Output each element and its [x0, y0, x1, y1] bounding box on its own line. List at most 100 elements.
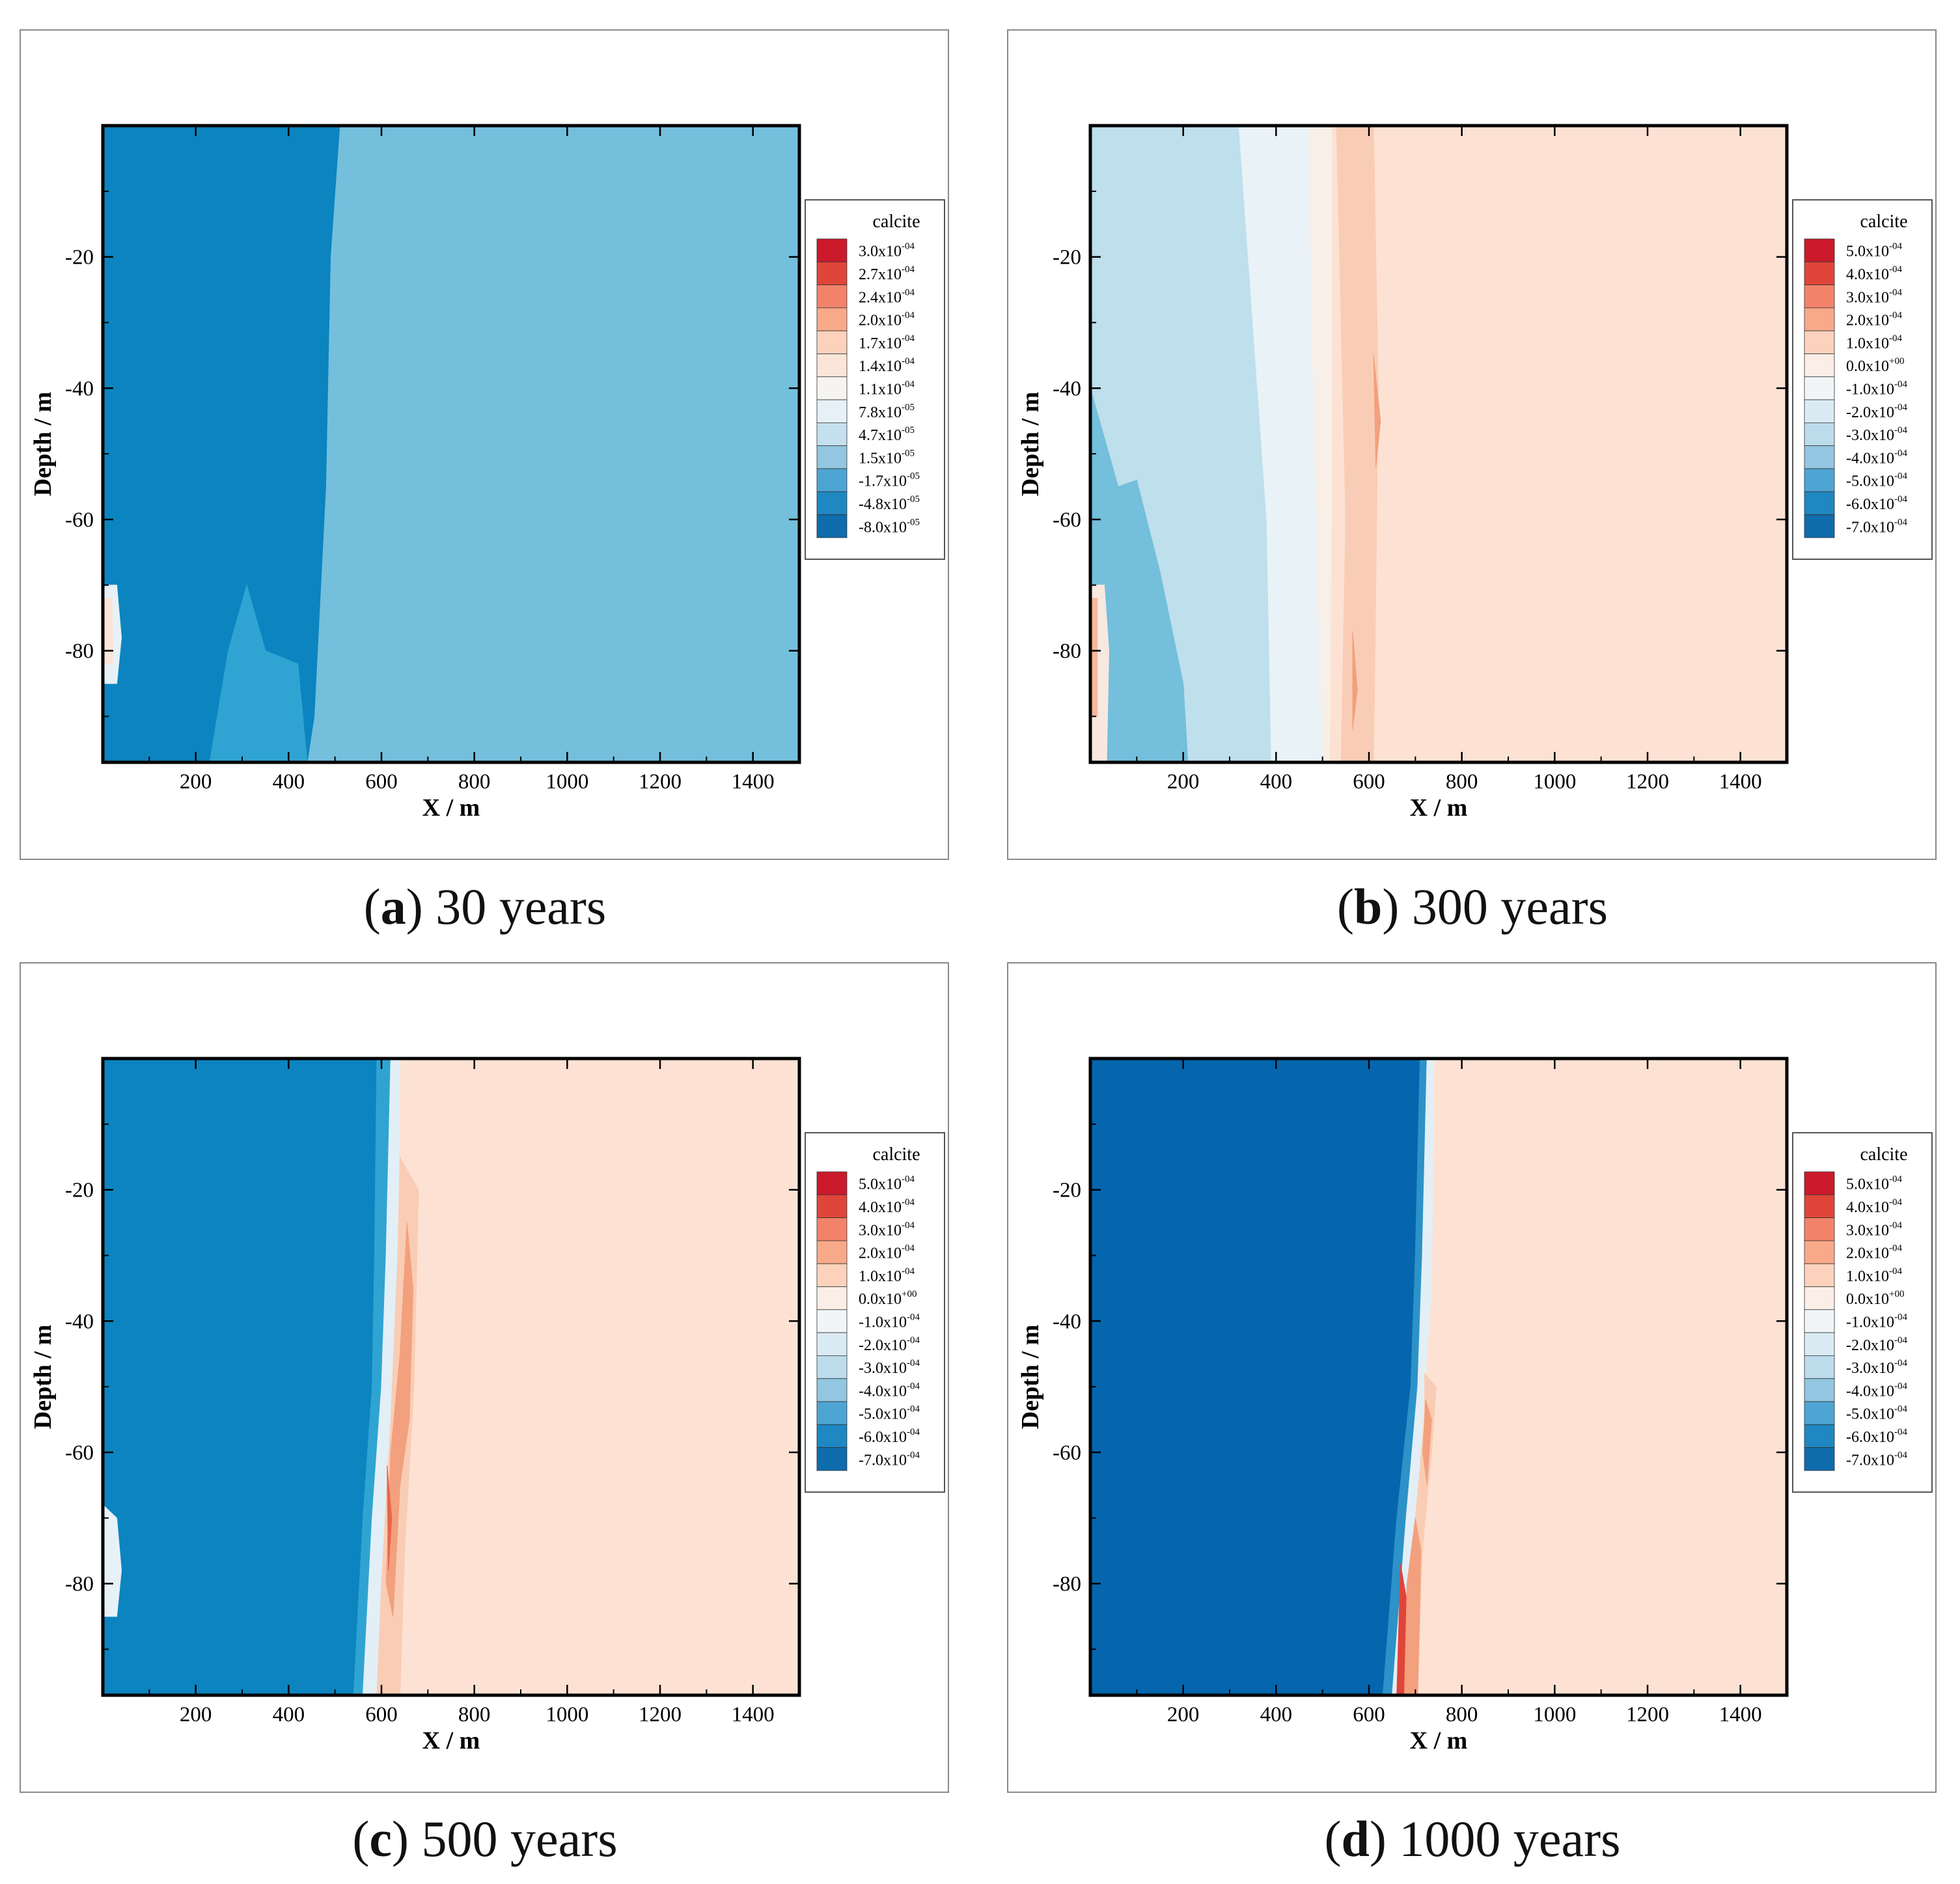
- panel-a-y-tick-label: -40: [65, 377, 94, 400]
- panel-c-legend-label: -1.0x10-04: [859, 1312, 920, 1331]
- panel-b-legend-swatch: [1804, 445, 1835, 469]
- panel-b-legend-label: 0.0x10+00: [1846, 356, 1904, 375]
- panel-c-legend-label: -7.0x10-04: [859, 1450, 920, 1469]
- panel-d-x-axis-label: X / m: [1410, 1727, 1468, 1754]
- panel-c-legend-label: -5.0x10-04: [859, 1404, 920, 1423]
- panel-d-legend-swatch: [1804, 1286, 1835, 1310]
- panel-a-x-tick-label: 600: [365, 770, 398, 794]
- panel-d-x-tick-label: 200: [1167, 1703, 1200, 1726]
- panel-a-x-tick-label: 1000: [545, 770, 588, 794]
- panel-b-legend-swatch: [1804, 353, 1835, 378]
- panel-b-legend-swatch: [1804, 514, 1835, 538]
- panel-a-legend-swatch: [816, 261, 848, 285]
- panel-d-legend-label: 5.0x10-04: [1846, 1174, 1902, 1193]
- panel-b-legend-swatch: [1804, 307, 1835, 331]
- panel-b-x-tick-label: 400: [1260, 770, 1293, 794]
- panel-c-legend-label: -6.0x10-04: [859, 1427, 920, 1446]
- panel-b-legend-label: -5.0x10-04: [1846, 471, 1907, 490]
- panel-a-x-axis-label: X / m: [422, 794, 480, 822]
- panel-b-legend-swatch: [1804, 284, 1835, 309]
- panel-b-region-8: [1090, 598, 1098, 717]
- panel-b-plot-border: [1088, 124, 1789, 764]
- panel-d-legend-swatch: [1804, 1401, 1835, 1425]
- panel-c-legend-title: calcite: [872, 1144, 920, 1165]
- panel-b-x-tick-label: 1000: [1533, 770, 1576, 794]
- panel-c-x-tick-label: 1200: [639, 1703, 682, 1726]
- panel-a-y-tick-label: -80: [65, 640, 94, 663]
- panel-c-legend-swatch: [816, 1263, 848, 1287]
- panel-b-legend-swatch: [1804, 330, 1835, 354]
- panel-b-y-tick-label: -40: [1053, 377, 1081, 400]
- panel-c-legend-label: -3.0x10-04: [859, 1358, 920, 1377]
- panel-b-caption-text: 300 years: [1411, 878, 1608, 935]
- panel-b-region-2: [1308, 126, 1332, 762]
- panel-c-x-tick-label: 200: [180, 1703, 212, 1726]
- panel-a-x-tick-label: 800: [458, 770, 491, 794]
- panel-a-chart: 200 400 600 800 1000 1200 1400 -20 -40 -60 -80 X / …: [29, 124, 945, 822]
- panel-a-legend-swatch: [816, 284, 848, 309]
- panel-c-legend-label: 2.0x10-04: [859, 1243, 915, 1262]
- panel-b-y-tick-label: -20: [1053, 246, 1081, 270]
- panel-b-legend-title: calcite: [1860, 212, 1907, 232]
- panel-b-legend: calcite 5.0x10-04 4.0x10-04 3.0x10-04 2.0x10…: [1792, 199, 1933, 560]
- panel-d-region-2: [1392, 1059, 1435, 1695]
- panel-d-legend-swatch: [1804, 1447, 1835, 1471]
- panel-c-legend-swatch: [816, 1378, 848, 1402]
- panel-b-chart: 200 400 600 800 1000 1200 1400 -20 -40 -60 -80 X / …: [1017, 124, 1933, 822]
- panel-a-legend-label: 2.0x10-04: [859, 311, 915, 329]
- panel-c-region-2: [362, 1059, 401, 1695]
- panel-b-legend-label: -4.0x10-04: [1846, 448, 1907, 467]
- panel-d-plot-border: [1088, 1057, 1789, 1697]
- panel-b-legend-label: 1.0x10-04: [1846, 333, 1902, 352]
- panel-b-letter: b: [1354, 878, 1383, 935]
- panel-b-legend-label: 3.0x10-04: [1846, 287, 1902, 306]
- panel-b-region-4: [1373, 355, 1381, 467]
- panel-c-legend-swatch: [816, 1401, 848, 1425]
- panel-b-y-axis-label: Depth / m: [1017, 392, 1044, 496]
- panel-d-field: [1090, 1059, 1787, 1695]
- panel-c-legend-label: 1.0x10-04: [859, 1266, 915, 1285]
- panel-a-legend-label: -8.0x10-05: [859, 517, 920, 536]
- panel-b-legend-swatch: [1804, 261, 1835, 285]
- panel-b-x-axis-label: X / m: [1410, 794, 1468, 822]
- panel-a-legend-swatch: [816, 238, 848, 262]
- panel-d-y-axis-label: Depth / m: [1017, 1325, 1044, 1429]
- panel-d-legend-label: 0.0x10+00: [1846, 1289, 1904, 1308]
- panel-b-legend-swatch: [1804, 399, 1835, 423]
- panel-d-legend-swatch: [1804, 1194, 1835, 1218]
- panel-b-legend-label: -3.0x10-04: [1846, 425, 1907, 444]
- panel-c-legend-swatch: [816, 1424, 848, 1448]
- panel-b-region-5: [1352, 631, 1358, 730]
- panel-d-y-tick-label: -80: [1053, 1573, 1081, 1596]
- panel-a-legend-swatch: [816, 468, 848, 492]
- panel-a-legend-label: 3.0x10-04: [859, 242, 915, 260]
- panel-c-legend-label: 3.0x10-04: [859, 1220, 915, 1239]
- panel-b-legend-label: -7.0x10-04: [1846, 517, 1907, 536]
- panel-a-legend-label: 1.7x10-04: [859, 333, 915, 352]
- panel-d-region-4: [1401, 1517, 1422, 1695]
- panel-c-region-5: [387, 1465, 393, 1571]
- panel-d-y-tick-label: -20: [1053, 1179, 1081, 1202]
- panel-b-y-tick-label: -60: [1053, 508, 1081, 532]
- panel-a-legend-label: 1.5x10-05: [859, 448, 915, 467]
- panel-d-legend-swatch: [1804, 1217, 1835, 1241]
- panel-a-field: [103, 126, 799, 762]
- panel-d-legend-swatch: [1804, 1424, 1835, 1448]
- panel-d-caption-text: 1000 years: [1399, 1810, 1621, 1867]
- panel-a-legend-label: -1.7x10-05: [859, 471, 920, 490]
- panel-a-legend: calcite 3.0x10-04 2.7x10-04 2.4x10-04 2.0x10…: [805, 199, 945, 560]
- panel-d-chart: 200 400 600 800 1000 1200 1400 -20 -40 -60 -80 X / …: [1017, 1057, 1933, 1754]
- panel-b-y-tick-label: -80: [1053, 640, 1081, 663]
- panel-a-legend-swatch: [816, 353, 848, 378]
- panel-d-legend-label: -5.0x10-04: [1846, 1404, 1907, 1423]
- panel-d-legend-label: -6.0x10-04: [1846, 1427, 1907, 1446]
- panel-c-x-tick-label: 1000: [545, 1703, 588, 1726]
- panel-d-y-tick-label: -60: [1053, 1441, 1081, 1465]
- panel-d-region-6: [1422, 1400, 1432, 1486]
- panel-d-legend: calcite 5.0x10-04 4.0x10-04 3.0x10-04 2.0x10…: [1792, 1132, 1933, 1493]
- panel-d-x-tick-label: 1200: [1626, 1703, 1669, 1726]
- panel-b-x-tick-label: 600: [1353, 770, 1385, 794]
- panel-a-plot-border: [101, 124, 801, 764]
- panel-b-x-tick-label: 1200: [1626, 770, 1669, 794]
- panel-a-x-tick-label: 1400: [732, 770, 775, 794]
